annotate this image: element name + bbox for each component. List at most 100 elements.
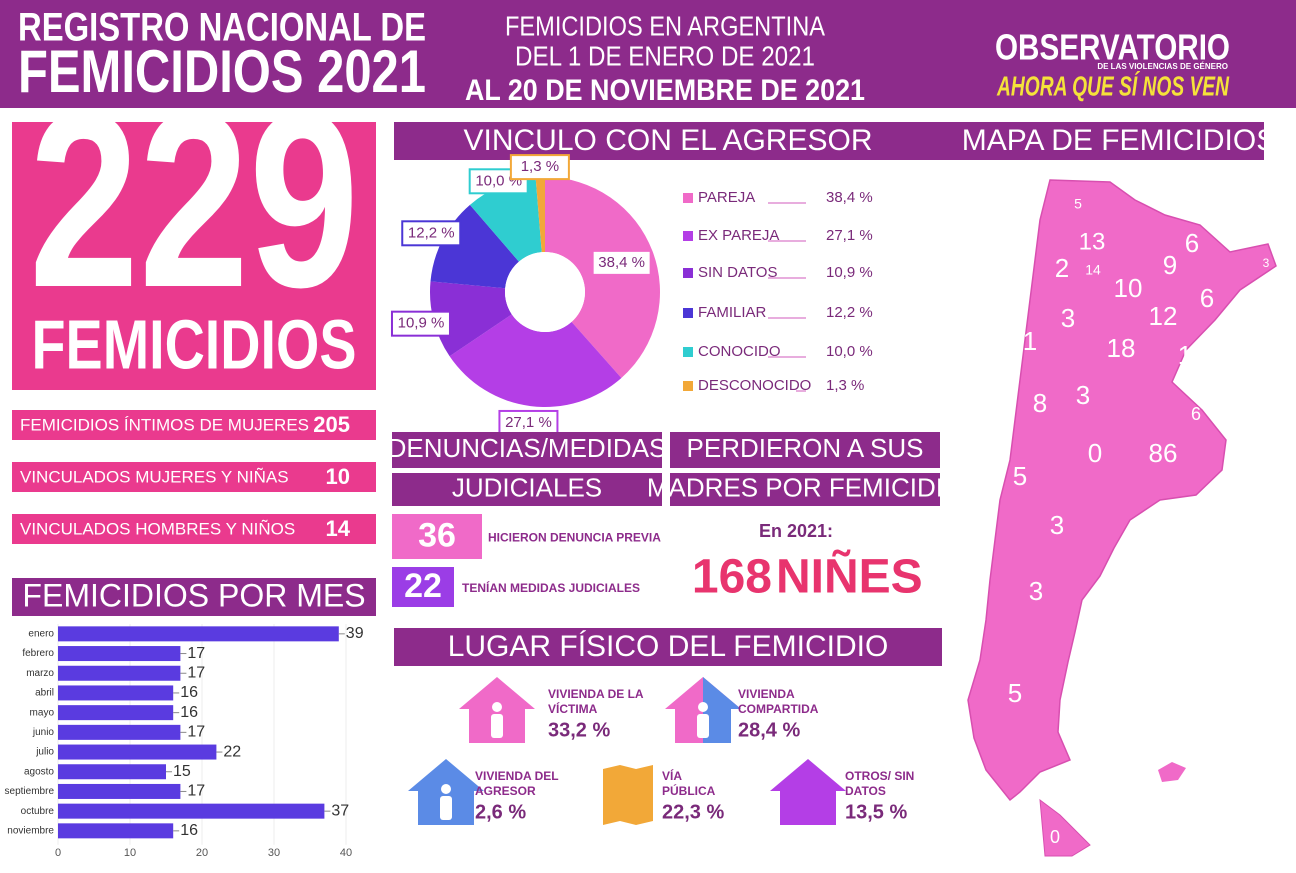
bar [58, 724, 181, 740]
header-subtitle: FEMICIDIOS EN ARGENTINA [505, 10, 825, 41]
total-number: 229 [29, 60, 359, 339]
breakdown-row [12, 410, 376, 440]
bar [58, 665, 181, 681]
legend-label: DESCONOCIDO [698, 377, 811, 394]
chart-title-bar [12, 578, 376, 616]
section-title: JUDICIALES [452, 472, 602, 502]
legend-swatch [683, 268, 693, 278]
place-label: VÍA [662, 768, 682, 783]
judicial-value: 22 [404, 567, 442, 605]
breakdown-value: 10 [326, 464, 350, 489]
header-title: FEMICIDIOS 2021 [18, 38, 426, 105]
map-value: 6 [1185, 228, 1199, 258]
value-label: 16 [180, 822, 198, 839]
map-value: 9 [1163, 250, 1177, 280]
map-value: 10 [1114, 273, 1143, 303]
person-body [491, 714, 503, 738]
place-value: 28,4 % [738, 719, 800, 741]
map-value: 18 [1107, 333, 1136, 363]
legend-value: 38,4 % [826, 189, 873, 206]
breakdown-row [12, 514, 376, 544]
map-value: 14 [1085, 262, 1101, 278]
section-title-bar [392, 473, 662, 506]
value-label: 1,3 % [521, 158, 559, 175]
bar [58, 823, 174, 839]
map-value: 5 [1013, 461, 1027, 491]
donut-hole [505, 252, 585, 332]
place-value: 33,2 % [548, 719, 610, 741]
legend-swatch [683, 231, 693, 241]
place-label: VIVIENDA DEL [475, 769, 559, 783]
orphans-label: NIÑES [776, 549, 923, 604]
place-label: VIVIENDA DE LA [548, 687, 644, 701]
breakdown-label: FEMICIDIOS ÍNTIMOS DE MUJERES [20, 415, 309, 434]
place-label: COMPARTIDA [738, 702, 819, 716]
place-label: VÍCTIMA [548, 701, 598, 716]
breakdown-label: VINCULADOS MUJERES Y NIÑAS [20, 467, 289, 486]
y-tick-label: octubre [21, 806, 55, 817]
chart-title: VINCULO CON EL AGRESOR [464, 124, 873, 157]
judicial-value: 36 [418, 516, 456, 554]
map-value: 6 [1191, 404, 1201, 424]
place-value: 22,3 % [662, 801, 724, 823]
map-value: 1 [1023, 326, 1037, 356]
value-label: 17 [187, 645, 205, 662]
house-half [703, 677, 741, 743]
value-label: 37 [331, 802, 349, 819]
section-title: PERDIERON A SUS [687, 433, 924, 463]
person-head [698, 702, 708, 712]
section-title-bar [942, 122, 1264, 160]
donut-slice [430, 281, 512, 357]
legend-label: SIN DATOS [698, 264, 777, 281]
header-band [0, 0, 1296, 108]
section-title: MADRES POR FEMICIDIO [647, 472, 963, 502]
donut-slice [535, 176, 545, 253]
map-value: 8 [1033, 388, 1047, 418]
judicial-label: HICIERON DENUNCIA PREVIA [488, 531, 661, 545]
label-box [468, 168, 529, 195]
judicial-label: TENÍAN MEDIDAS JUDICIALES [462, 580, 640, 595]
map-value: 3 [1029, 576, 1043, 606]
person-body [697, 714, 709, 738]
place-value: 13,5 % [845, 801, 907, 823]
y-tick-label: abril [35, 688, 54, 699]
logo-slogan: AHORA QUE SÍ NOS VEN [996, 70, 1229, 101]
breakdown-row [12, 462, 376, 492]
logo-name: OBSERVATORIO [995, 27, 1230, 68]
place-label: OTROS/ SIN [845, 769, 914, 783]
x-tick-label: 40 [340, 847, 352, 859]
map-value: 2 [1055, 253, 1069, 283]
person-head [492, 702, 502, 712]
legend-label: PAREJA [698, 189, 755, 206]
total-box [12, 122, 376, 390]
map-value: 1 [1178, 340, 1192, 370]
map-value: 5 [1074, 196, 1082, 212]
legend-value: 12,2 % [826, 304, 873, 321]
value-label: 15 [173, 763, 191, 780]
donut-slice [469, 177, 542, 262]
house-icon [770, 759, 846, 825]
legend-label: EX PAREJA [698, 227, 779, 244]
label-box [401, 220, 462, 247]
label-box [509, 154, 570, 181]
section-title-bar [392, 432, 662, 468]
map-value: 3 [1050, 510, 1064, 540]
bar [58, 764, 166, 780]
value-label: 10,9 % [398, 315, 445, 332]
map-value: 5 [1008, 678, 1022, 708]
person-head [441, 784, 451, 794]
y-tick-label: junio [32, 727, 55, 738]
map-shape [1039, 798, 1091, 857]
y-tick-label: enero [28, 628, 54, 639]
value-label: 17 [187, 783, 205, 800]
label-box [591, 249, 652, 276]
x-tick-label: 20 [196, 847, 208, 859]
judicial-badge [392, 514, 482, 559]
section-title-bar [670, 432, 940, 468]
x-tick-label: 30 [268, 847, 280, 859]
orphans-number: 168 [692, 551, 772, 604]
legend-swatch [683, 308, 693, 318]
section-title-bar [394, 628, 942, 666]
x-tick-label: 10 [124, 847, 136, 859]
